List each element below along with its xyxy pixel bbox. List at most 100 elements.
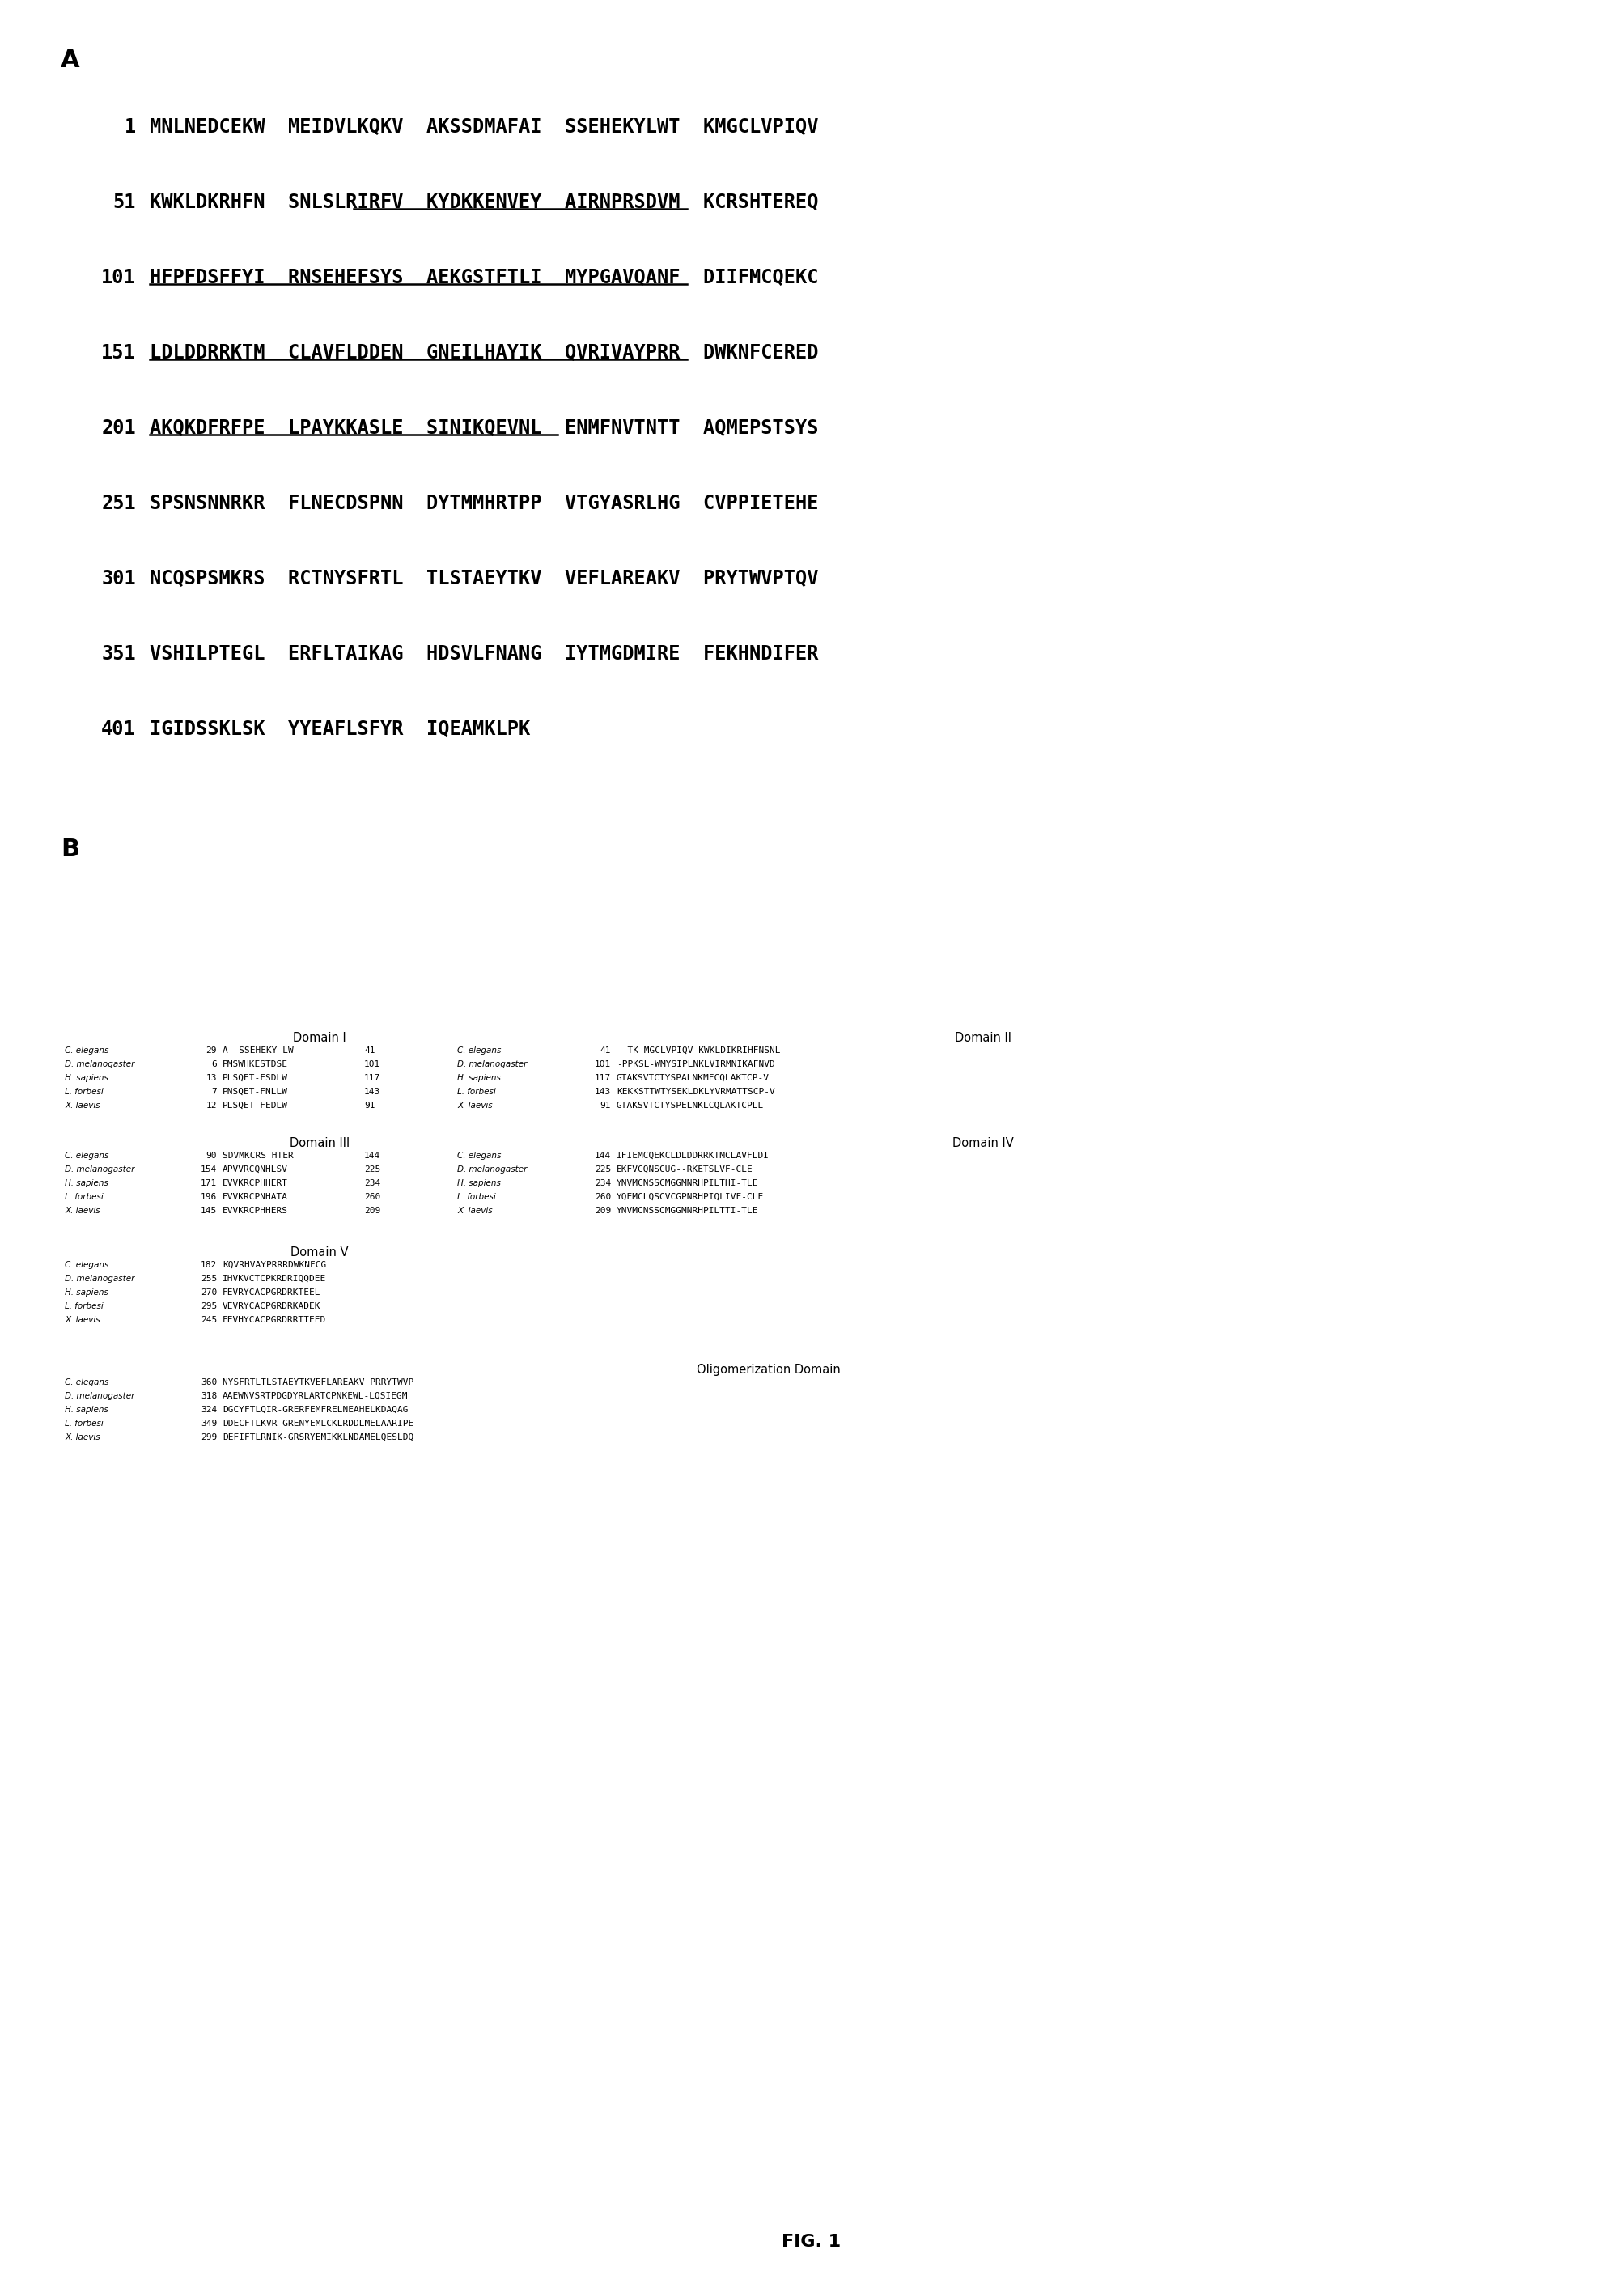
Text: H. sapiens: H. sapiens — [458, 1074, 500, 1081]
Text: DDECFTLKVR-GRENYEMLCKLRDDLMELAARIPE: DDECFTLKVR-GRENYEMLCKLRDDLMELAARIPE — [222, 1419, 414, 1428]
Text: 260: 260 — [364, 1192, 380, 1201]
Text: 12: 12 — [206, 1101, 218, 1111]
Text: 401: 401 — [101, 720, 136, 738]
Text: 7: 7 — [211, 1088, 218, 1097]
Text: C. elegans: C. elegans — [65, 1378, 109, 1385]
Text: 234: 234 — [364, 1179, 380, 1188]
Text: X. laevis: X. laevis — [65, 1206, 101, 1215]
Text: 299: 299 — [200, 1433, 218, 1442]
Text: 13: 13 — [206, 1074, 218, 1081]
Text: IGIDSSKLSK  YYEAFLSFYR  IQEAMKLPK: IGIDSSKLSK YYEAFLSFYR IQEAMKLPK — [149, 720, 529, 738]
Text: 143: 143 — [594, 1088, 611, 1097]
Text: H. sapiens: H. sapiens — [65, 1074, 109, 1081]
Text: 245: 245 — [200, 1315, 218, 1324]
Text: 1: 1 — [125, 118, 136, 136]
Text: 301: 301 — [101, 570, 136, 588]
Text: C. elegans: C. elegans — [65, 1260, 109, 1269]
Text: IHVKVCTCPKRDRIQQDEE: IHVKVCTCPKRDRIQQDEE — [222, 1274, 326, 1283]
Text: 144: 144 — [594, 1151, 611, 1160]
Text: Domain II: Domain II — [955, 1031, 1012, 1045]
Text: 51: 51 — [114, 193, 136, 211]
Text: EVVKRCPHHERT: EVVKRCPHHERT — [222, 1179, 287, 1188]
Text: KQVRHVAYPRRRDWKNFCG: KQVRHVAYPRRRDWKNFCG — [222, 1260, 326, 1269]
Text: 225: 225 — [364, 1165, 380, 1174]
Text: 144: 144 — [364, 1151, 380, 1160]
Text: C. elegans: C. elegans — [65, 1047, 109, 1054]
Text: 182: 182 — [200, 1260, 218, 1269]
Text: Domain I: Domain I — [292, 1031, 346, 1045]
Text: X. laevis: X. laevis — [458, 1206, 492, 1215]
Text: L. forbesi: L. forbesi — [65, 1192, 104, 1201]
Text: X. laevis: X. laevis — [65, 1315, 101, 1324]
Text: 29: 29 — [206, 1047, 218, 1054]
Text: 154: 154 — [200, 1165, 218, 1174]
Text: 351: 351 — [101, 645, 136, 663]
Text: 101: 101 — [594, 1061, 611, 1067]
Text: NYSFRTLTLSTAEYTKVEFLAREAKV PRRYTWVP: NYSFRTLTLSTAEYTKVEFLAREAKV PRRYTWVP — [222, 1378, 414, 1385]
Text: YQEMCLQSCVCGPNRHPIQLIVF-CLE: YQEMCLQSCVCGPNRHPIQLIVF-CLE — [617, 1192, 763, 1201]
Text: VEVRYCACPGRDRKADEK: VEVRYCACPGRDRKADEK — [222, 1301, 322, 1310]
Text: 117: 117 — [594, 1074, 611, 1081]
Text: Domain III: Domain III — [289, 1138, 349, 1149]
Text: 251: 251 — [101, 493, 136, 513]
Text: PNSQET-FNLLW: PNSQET-FNLLW — [222, 1088, 287, 1097]
Text: EVVKRCPHHERS: EVVKRCPHHERS — [222, 1206, 287, 1215]
Text: C. elegans: C. elegans — [458, 1047, 502, 1054]
Text: FIG. 1: FIG. 1 — [783, 2235, 841, 2251]
Text: 171: 171 — [200, 1179, 218, 1188]
Text: 91: 91 — [364, 1101, 375, 1111]
Text: DEFIFTLRNIK-GRSRYEMIKKLNDAMELQESLDQ: DEFIFTLRNIK-GRSRYEMIKKLNDAMELQESLDQ — [222, 1433, 414, 1442]
Text: 295: 295 — [200, 1301, 218, 1310]
Text: KEKKSTTWTYSEKLDKLYVRMATTSCP-V: KEKKSTTWTYSEKLDKLYVRMATTSCP-V — [617, 1088, 775, 1097]
Text: 255: 255 — [200, 1274, 218, 1283]
Text: MNLNEDCEKW  MEIDVLKQKV  AKSSDMAFAI  SSEHEKYLWT  KMGCLVPIQV: MNLNEDCEKW MEIDVLKQKV AKSSDMAFAI SSEHEKY… — [149, 118, 818, 136]
Text: 318: 318 — [200, 1392, 218, 1401]
Text: D. melanogaster: D. melanogaster — [65, 1061, 135, 1067]
Text: Domain IV: Domain IV — [953, 1138, 1013, 1149]
Text: 225: 225 — [594, 1165, 611, 1174]
Text: C. elegans: C. elegans — [458, 1151, 502, 1160]
Text: EVVKRCPNHATA: EVVKRCPNHATA — [222, 1192, 287, 1201]
Text: NCQSPSMKRS  RCTNYSFRTL  TLSTAEYTKV  VEFLAREAKV  PRYTWVPTQV: NCQSPSMKRS RCTNYSFRTL TLSTAEYTKV VEFLARE… — [149, 570, 818, 588]
Text: D. melanogaster: D. melanogaster — [65, 1392, 135, 1401]
Text: H. sapiens: H. sapiens — [65, 1406, 109, 1415]
Text: Domain V: Domain V — [291, 1247, 349, 1258]
Text: D. melanogaster: D. melanogaster — [458, 1165, 528, 1174]
Text: X. laevis: X. laevis — [65, 1433, 101, 1442]
Text: H. sapiens: H. sapiens — [65, 1179, 109, 1188]
Text: 91: 91 — [599, 1101, 611, 1111]
Text: 90: 90 — [206, 1151, 218, 1160]
Text: 196: 196 — [200, 1192, 218, 1201]
Text: DGCYFTLQIR-GRERFEMFRELNEAHELKDAQAG: DGCYFTLQIR-GRERFEMFRELNEAHELKDAQAG — [222, 1406, 408, 1415]
Text: D. melanogaster: D. melanogaster — [65, 1165, 135, 1174]
Text: 260: 260 — [594, 1192, 611, 1201]
Text: EKFVCQNSCUG--RKETSLVF-CLE: EKFVCQNSCUG--RKETSLVF-CLE — [617, 1165, 754, 1174]
Text: SDVMKCRS HTER: SDVMKCRS HTER — [222, 1151, 294, 1160]
Text: 360: 360 — [200, 1378, 218, 1385]
Text: FEVRYCACPGRDRKTEEL: FEVRYCACPGRDRKTEEL — [222, 1288, 322, 1297]
Text: L. forbesi: L. forbesi — [65, 1088, 104, 1097]
Text: D. melanogaster: D. melanogaster — [458, 1061, 528, 1067]
Text: 145: 145 — [200, 1206, 218, 1215]
Text: 349: 349 — [200, 1419, 218, 1428]
Text: AAEWNVSRTPDGDYRLARTCPNKEWL-LQSIEGM: AAEWNVSRTPDGDYRLARTCPNKEWL-LQSIEGM — [222, 1392, 408, 1401]
Text: VSHILPTEGL  ERFLTAIKAG  HDSVLFNANG  IYTMGDMIRE  FEKHNDIFER: VSHILPTEGL ERFLTAIKAG HDSVLFNANG IYTMGDM… — [149, 645, 818, 663]
Text: APVVRCQNHLSV: APVVRCQNHLSV — [222, 1165, 287, 1174]
Text: 209: 209 — [594, 1206, 611, 1215]
Text: Oligomerization Domain: Oligomerization Domain — [697, 1363, 841, 1376]
Text: 117: 117 — [364, 1074, 380, 1081]
Text: A  SSEHEKY-LW: A SSEHEKY-LW — [222, 1047, 294, 1054]
Text: 41: 41 — [599, 1047, 611, 1054]
Text: SPSNSNNRKR  FLNECDSPNN  DYTMMHRTPP  VTGYASRLHG  CVPPIETEHE: SPSNSNNRKR FLNECDSPNN DYTMMHRTPP VTGYASR… — [149, 493, 818, 513]
Text: 143: 143 — [364, 1088, 380, 1097]
Text: PMSWHKESTDSE: PMSWHKESTDSE — [222, 1061, 287, 1067]
Text: --TK-MGCLVPIQV-KWKLDIKRIHFNSNL: --TK-MGCLVPIQV-KWKLDIKRIHFNSNL — [617, 1047, 781, 1054]
Text: YNVMCNSSCMGGMNRHPILTTI-TLE: YNVMCNSSCMGGMNRHPILTTI-TLE — [617, 1206, 758, 1215]
Text: L. forbesi: L. forbesi — [458, 1088, 495, 1097]
Text: 234: 234 — [594, 1179, 611, 1188]
Text: X. laevis: X. laevis — [65, 1101, 101, 1111]
Text: YNVMCNSSCMGGMNRHPILTHI-TLE: YNVMCNSSCMGGMNRHPILTHI-TLE — [617, 1179, 758, 1188]
Text: 270: 270 — [200, 1288, 218, 1297]
Text: A: A — [60, 48, 80, 73]
Text: AKQKDFRFPE  LPAYKKASLE  SINIKQEVNL  ENMFNVTNTT  AQMEPSTSYS: AKQKDFRFPE LPAYKKASLE SINIKQEVNL ENMFNVT… — [149, 418, 818, 438]
